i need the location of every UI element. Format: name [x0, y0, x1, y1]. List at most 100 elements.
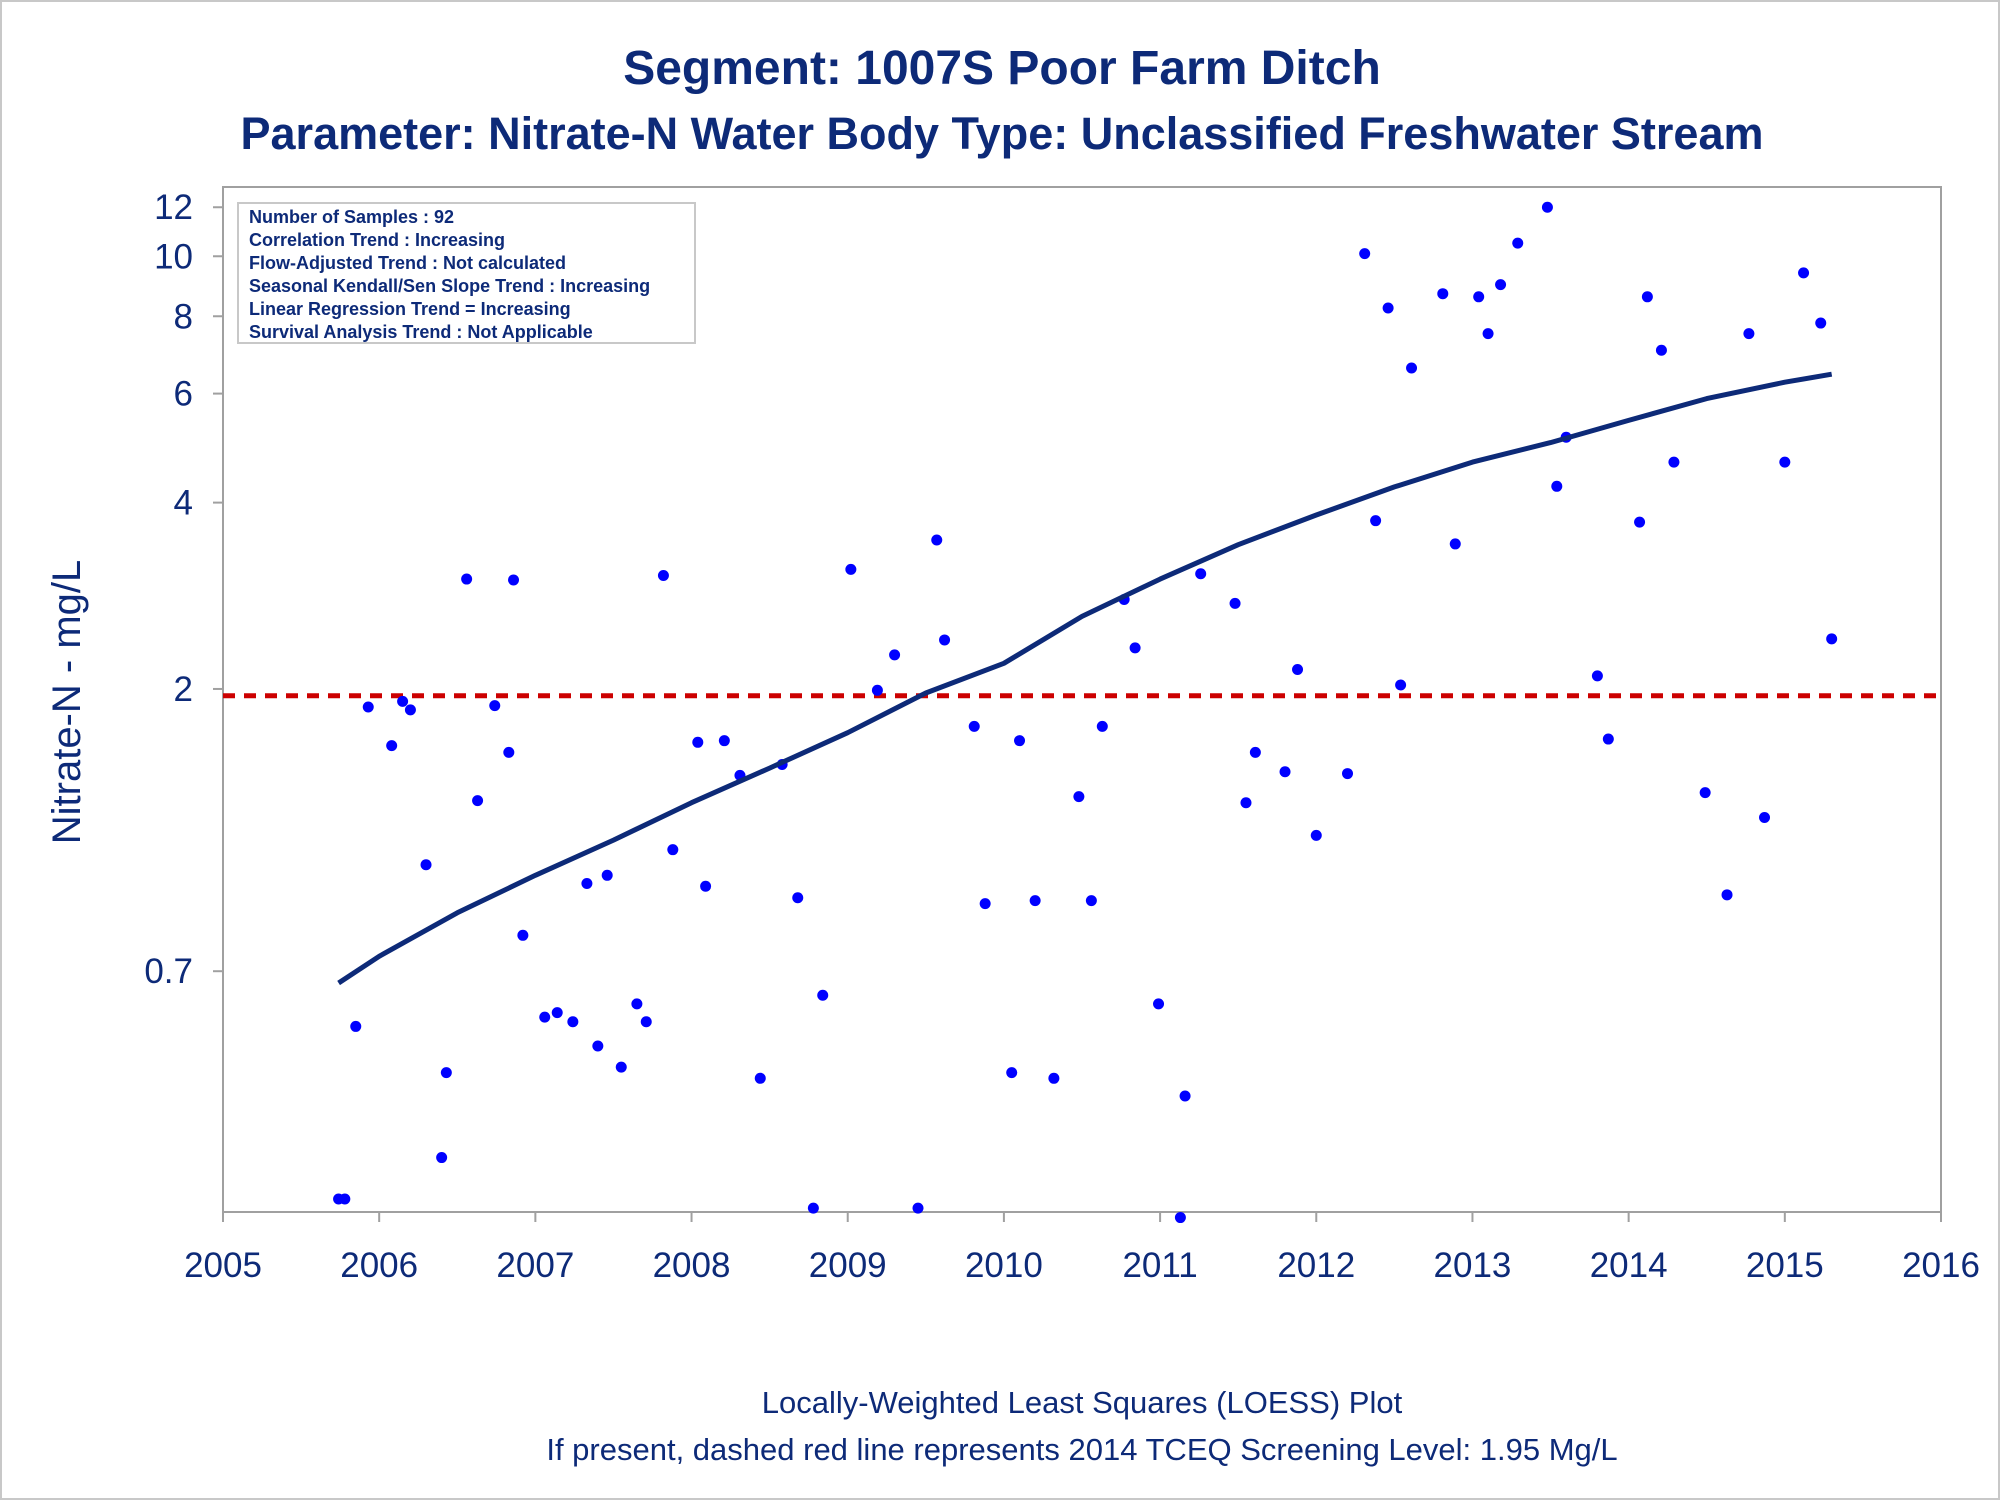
data-point — [1512, 237, 1524, 249]
data-point — [718, 735, 730, 747]
data-point — [581, 878, 593, 890]
data-point — [1721, 889, 1733, 901]
data-point — [1655, 344, 1667, 356]
data-point — [1495, 279, 1507, 291]
data-point — [817, 989, 829, 1001]
data-point — [1179, 1090, 1191, 1102]
data-point — [1779, 456, 1791, 468]
x-tick-label: 2011 — [1122, 1246, 1197, 1285]
x-tick-label: 2005 — [184, 1246, 262, 1285]
data-point — [1048, 1072, 1060, 1084]
data-point — [461, 573, 473, 585]
chart-title: Segment: 1007S Poor Farm Ditch — [623, 42, 1381, 95]
y-tick-label: 10 — [154, 237, 193, 276]
x-tick-label: 2012 — [1277, 1246, 1355, 1285]
data-point — [1482, 328, 1494, 340]
data-point — [551, 1007, 563, 1019]
data-point — [339, 1193, 351, 1205]
data-point — [1014, 735, 1026, 747]
data-point — [436, 1152, 448, 1164]
data-point — [1249, 746, 1261, 758]
data-point — [968, 720, 980, 732]
data-point — [472, 795, 484, 807]
stats-box-border — [237, 202, 696, 344]
data-point — [1641, 291, 1653, 303]
data-point — [1174, 1212, 1186, 1224]
chart-subtitle: Parameter: Nitrate-N Water Body Type: Un… — [241, 108, 1764, 159]
data-point — [792, 892, 804, 904]
data-point — [1153, 998, 1165, 1010]
x-tick-label: 2007 — [496, 1246, 574, 1285]
data-point — [979, 898, 991, 910]
data-point — [489, 700, 501, 712]
stat-line-correlation: Correlation Trend : Increasing — [249, 230, 505, 250]
data-point — [386, 740, 398, 752]
data-point — [1449, 538, 1461, 550]
data-point — [1699, 787, 1711, 799]
stats-box: Number of Samples : 92 Correlation Trend… — [237, 202, 696, 344]
data-point — [1826, 633, 1838, 645]
data-point — [420, 859, 432, 871]
data-point — [1437, 288, 1449, 300]
x-tick-label: 2006 — [340, 1246, 418, 1285]
stat-line-survival: Survival Analysis Trend : Not Applicable — [249, 322, 593, 342]
x-tick-label: 2015 — [1746, 1246, 1824, 1285]
data-point — [404, 704, 416, 716]
data-point — [1359, 248, 1371, 260]
data-point — [362, 701, 374, 713]
y-tick-label: 8 — [174, 297, 193, 336]
data-point — [700, 880, 712, 892]
data-point — [592, 1040, 604, 1052]
data-point — [1668, 456, 1680, 468]
data-point — [1798, 267, 1810, 279]
data-point — [871, 684, 883, 696]
data-point — [1073, 791, 1085, 803]
y-tick-label: 0.7 — [144, 952, 193, 991]
data-point — [931, 534, 943, 546]
x-tick-label: 2009 — [809, 1246, 887, 1285]
y-axis-label: Nitrate-N - mg/L — [45, 560, 89, 845]
data-point — [667, 844, 679, 856]
data-point — [440, 1067, 452, 1079]
data-point — [1370, 515, 1382, 527]
plot-area — [222, 186, 1942, 1213]
footnote-screening: If present, dashed red line represents 2… — [546, 1432, 1617, 1467]
data-point — [1096, 720, 1108, 732]
y-tick-label: 6 — [174, 375, 193, 414]
stat-line-linear-regression: Linear Regression Trend = Increasing — [249, 299, 571, 319]
data-point — [1602, 733, 1614, 745]
data-point — [615, 1061, 627, 1073]
y-tick-label: 12 — [154, 188, 193, 227]
data-point — [1541, 201, 1553, 213]
data-point — [754, 1072, 766, 1084]
loess-curve — [337, 371, 1833, 986]
data-point — [807, 1202, 819, 1214]
x-tick-label: 2016 — [1902, 1246, 1980, 1285]
data-point — [889, 649, 901, 661]
data-point — [503, 746, 515, 758]
data-point — [350, 1020, 362, 1032]
y-tick-label: 4 — [174, 484, 193, 523]
data-point — [1342, 768, 1354, 780]
stat-line-seasonal-kendall: Seasonal Kendall/Sen Slope Trend : Incre… — [249, 276, 650, 296]
data-point — [1382, 302, 1394, 314]
data-point — [631, 998, 643, 1010]
footnote-loess: Locally-Weighted Least Squares (LOESS) P… — [762, 1385, 1403, 1420]
data-point — [517, 929, 529, 941]
data-point — [1815, 317, 1827, 329]
data-point — [1229, 597, 1241, 609]
stat-line-samples: Number of Samples : 92 — [249, 207, 454, 227]
data-point — [567, 1016, 579, 1028]
data-point — [1591, 670, 1603, 682]
data-point — [1634, 516, 1646, 528]
data-point — [1085, 895, 1097, 907]
data-point — [939, 634, 951, 646]
x-tick-label: 2010 — [965, 1246, 1043, 1285]
data-point — [657, 570, 669, 582]
data-point — [1759, 811, 1771, 823]
data-point — [1029, 895, 1041, 907]
data-point — [601, 869, 613, 881]
data-point — [1129, 642, 1141, 654]
